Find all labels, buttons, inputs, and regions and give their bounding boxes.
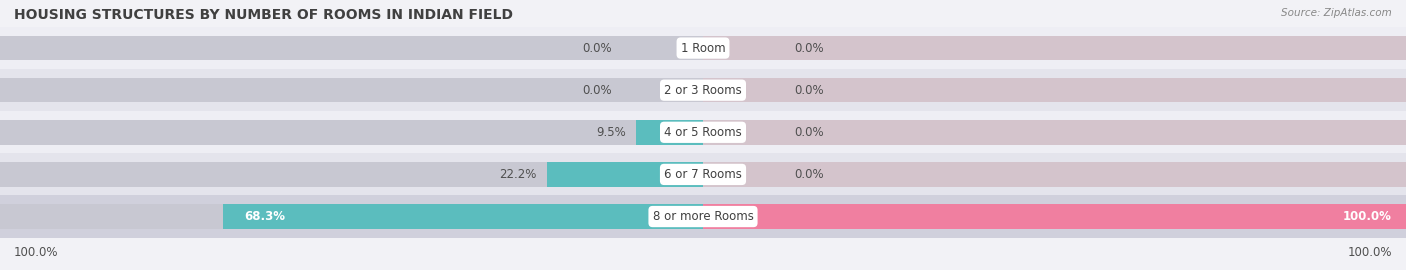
Bar bbox=[0, 195, 1406, 238]
Text: 1 Room: 1 Room bbox=[681, 42, 725, 55]
Bar bbox=[0, 204, 703, 229]
Text: HOUSING STRUCTURES BY NUMBER OF ROOMS IN INDIAN FIELD: HOUSING STRUCTURES BY NUMBER OF ROOMS IN… bbox=[14, 8, 513, 22]
Bar bbox=[703, 36, 1406, 60]
Text: 22.2%: 22.2% bbox=[499, 168, 537, 181]
Text: 0.0%: 0.0% bbox=[582, 42, 612, 55]
Bar bbox=[0, 69, 1406, 111]
Text: 2 or 3 Rooms: 2 or 3 Rooms bbox=[664, 84, 742, 97]
Bar bbox=[703, 204, 1406, 229]
Text: 100.0%: 100.0% bbox=[1347, 246, 1392, 259]
Bar bbox=[0, 120, 703, 144]
Text: 100.0%: 100.0% bbox=[14, 246, 59, 259]
Bar bbox=[703, 120, 1406, 144]
Text: 0.0%: 0.0% bbox=[794, 168, 824, 181]
Bar bbox=[0, 153, 1406, 195]
Bar bbox=[637, 120, 703, 144]
Text: 0.0%: 0.0% bbox=[794, 42, 824, 55]
Bar bbox=[547, 162, 703, 187]
Bar bbox=[222, 204, 703, 229]
Bar bbox=[0, 111, 1406, 153]
Text: 0.0%: 0.0% bbox=[794, 126, 824, 139]
Bar bbox=[0, 27, 1406, 69]
Bar bbox=[703, 162, 1406, 187]
Bar bbox=[0, 162, 703, 187]
Text: 8 or more Rooms: 8 or more Rooms bbox=[652, 210, 754, 223]
Text: 6 or 7 Rooms: 6 or 7 Rooms bbox=[664, 168, 742, 181]
Bar bbox=[0, 36, 703, 60]
Bar bbox=[703, 78, 1406, 102]
Text: 100.0%: 100.0% bbox=[1343, 210, 1392, 223]
Text: 0.0%: 0.0% bbox=[794, 84, 824, 97]
Text: 9.5%: 9.5% bbox=[596, 126, 626, 139]
Text: Source: ZipAtlas.com: Source: ZipAtlas.com bbox=[1281, 8, 1392, 18]
Bar bbox=[703, 204, 1406, 229]
Text: 4 or 5 Rooms: 4 or 5 Rooms bbox=[664, 126, 742, 139]
Text: 0.0%: 0.0% bbox=[582, 84, 612, 97]
Text: 68.3%: 68.3% bbox=[245, 210, 285, 223]
Bar bbox=[0, 78, 703, 102]
